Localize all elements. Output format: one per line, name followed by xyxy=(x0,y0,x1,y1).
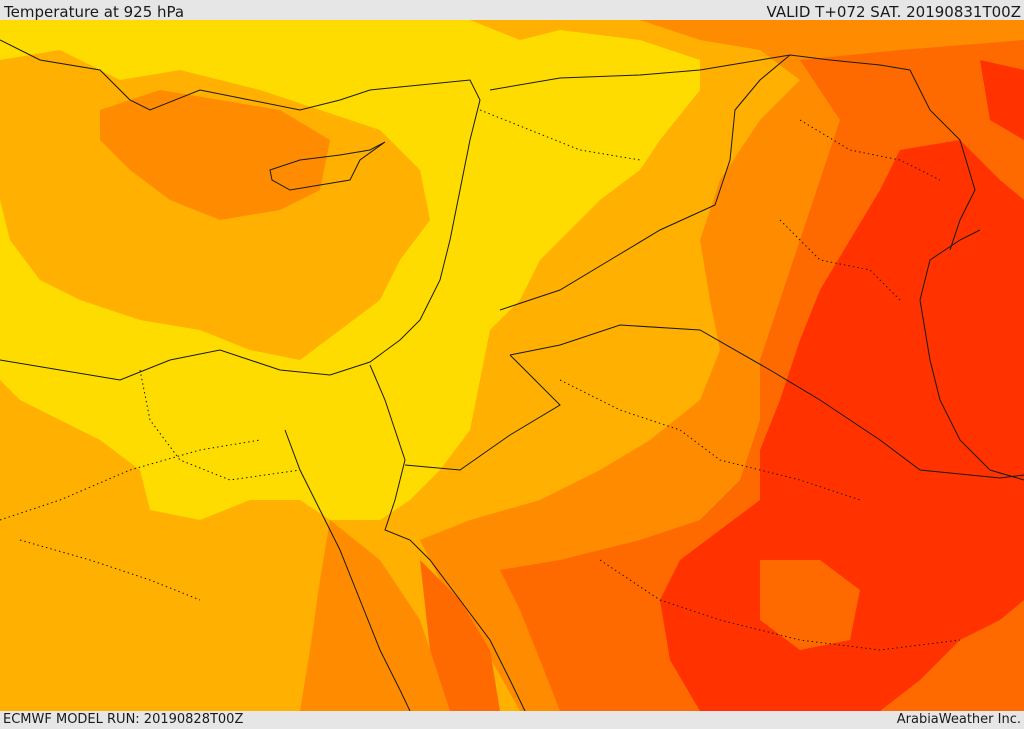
borders xyxy=(369,54,1024,479)
temperature-map xyxy=(0,20,1024,711)
med-coast-north xyxy=(0,39,481,301)
credit: ArabiaWeather Inc. xyxy=(896,712,1021,727)
red-sea-east xyxy=(384,459,526,711)
border-syria xyxy=(489,54,911,91)
band-orange-cyprus-area xyxy=(100,90,330,220)
border-jordan-saudi xyxy=(499,54,791,311)
med-coast-south xyxy=(0,299,431,381)
coastlines xyxy=(0,39,1024,711)
band-dark-orange-patch xyxy=(760,560,860,650)
persian-gulf xyxy=(919,229,1024,481)
model-run: ECMWF MODEL RUN: 20190828T00Z xyxy=(3,712,244,727)
border-jordan-south xyxy=(404,354,561,471)
admin-borders xyxy=(0,109,961,651)
red-sea-west xyxy=(284,429,411,711)
band-red xyxy=(660,60,1024,711)
border-sinai xyxy=(369,364,406,461)
border-iraq-iran xyxy=(909,69,976,251)
map-title: Temperature at 925 hPa xyxy=(4,3,185,21)
cyprus xyxy=(269,141,386,191)
map-canvas xyxy=(0,20,1024,711)
valid-time: VALID T+072 SAT. 20190831T00Z xyxy=(766,3,1021,21)
border-saudi-iraq xyxy=(509,324,1024,479)
